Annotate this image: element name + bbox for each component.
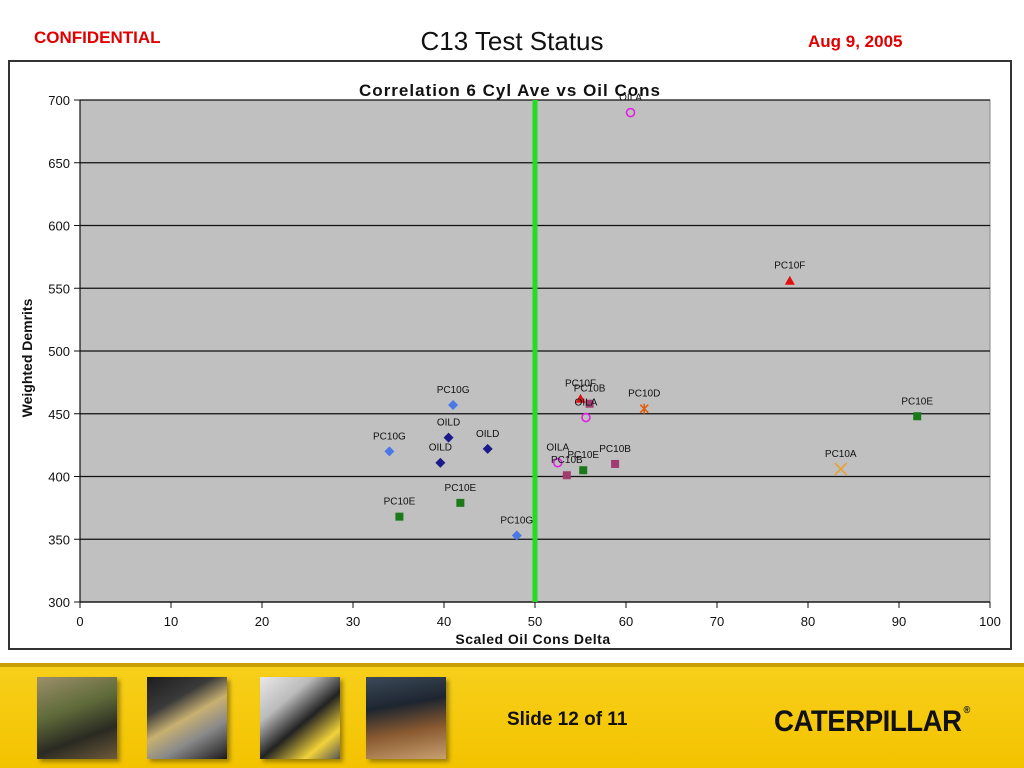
caterpillar-logo: CATERPILLAR ® [774,705,970,739]
data-label-oila: OILA [575,398,598,409]
data-label-pc10b: PC10B [551,455,583,466]
data-label-oila: OILA [546,443,569,454]
data-label-oild: OILD [429,443,452,454]
data-point-oila-circle [625,107,636,118]
chart-frame: 300 350 400 450 500 550 600 650 700 0 10 20 30 40 50 60… [8,60,1012,650]
photo-mining-site [37,677,117,759]
y-tick-label: 550 [48,281,70,296]
data-label-pc10g: PC10G [373,431,406,442]
data-label-pc10g: PC10G [500,515,533,526]
data-label-pc10b: PC10B [574,384,606,395]
data-label-pc10e: PC10E [567,450,599,461]
x-tick-label: 70 [710,614,724,629]
data-point-pc10b-square [562,471,571,480]
x-tick-label: 40 [437,614,451,629]
data-label-pc10a: PC10A [825,449,857,460]
data-label-pc10f: PC10F [565,379,596,390]
data-label-pc10e: PC10E [901,396,933,407]
data-point-pc10e-square [395,512,404,521]
data-label-pc10d: PC10D [628,389,660,400]
x-tick-label: 0 [76,614,83,629]
confidential-label: CONFIDENTIAL [34,28,161,47]
slide-number: Slide 12 of 11 [507,709,628,730]
data-label-oila: OILA [619,93,642,104]
x-tick-label: 90 [892,614,906,629]
data-label-pc10b: PC10B [599,444,631,455]
x-tick-label: 20 [255,614,269,629]
y-tick-label: 500 [48,344,70,359]
data-point-pc10g-diamond [511,530,522,541]
data-label-oild: OILD [437,418,460,429]
y-tick-label: 650 [48,156,70,171]
x-axis-title: Scaled Oil Cons Delta [455,631,610,647]
data-point-pc10d-star [639,403,649,414]
data-point-oila-circle [581,412,591,423]
photo-oil-products [260,677,340,759]
y-tick-label: 700 [48,93,70,108]
x-tick-label: 80 [801,614,815,629]
x-tick-label: 50 [528,614,542,629]
data-label-pc10g: PC10G [437,385,470,396]
data-point-pc10e-square [913,412,922,421]
data-label-pc10e: PC10E [384,497,416,508]
data-label-oild: OILD [476,429,499,440]
data-point-pc10e-square [579,466,588,475]
y-tick-label: 450 [48,407,70,422]
data-point-oild-diamond [443,432,454,443]
data-point-pc10e-square [456,498,465,507]
data-point-pc10b-square [585,399,594,408]
data-point-pc10f-triangle [784,275,795,285]
data-point-oila-circle [552,457,563,468]
y-tick-label: 350 [48,532,70,547]
photo-workshop [366,677,446,759]
axes: 300 350 400 450 500 550 600 650 700 0 10 20 30 40 50 60… [48,93,1001,629]
data-point-pc10g-diamond [384,446,395,457]
y-tick-label: 600 [48,219,70,234]
slide-date: Aug 9, 2005 [808,32,903,51]
data-label-pc10f: PC10F [774,261,805,272]
logo-text: CATERPILLAR [774,705,962,738]
x-tick-label: 10 [164,614,178,629]
data-points [384,107,922,541]
scatter-chart: 300 350 400 450 500 550 600 650 700 0 10 20 30 40 50 60… [19,81,1001,647]
x-tick-label: 100 [979,614,1001,629]
data-point-pc10f-triangle [575,393,586,403]
x-tick-label: 60 [619,614,633,629]
data-point-oild-diamond [435,457,446,468]
slide-title: C13 Test Status [420,26,604,56]
data-point-oild-diamond [482,443,493,454]
logo-registered-mark: ® [963,705,970,716]
x-tick-label: 30 [346,614,360,629]
footer-bar: Slide 12 of 11 CATERPILLAR ® [0,663,1024,768]
y-tick-label: 400 [48,470,70,485]
data-point-pc10b-square [611,459,620,468]
y-tick-label: 300 [48,595,70,610]
data-label-pc10e: PC10E [445,483,477,494]
photo-engine-parts [147,677,227,759]
y-axis-title: Weighted Demrits [19,298,35,417]
chart-title: Correlation 6 Cyl Ave vs Oil Cons [359,81,661,100]
data-point-pc10a-x [834,462,848,476]
point-labels: OILA PC10F PC10G PC10G PC10G OILD OILD OILD PC10… [373,93,933,527]
data-point-pc10g-diamond [448,399,459,410]
